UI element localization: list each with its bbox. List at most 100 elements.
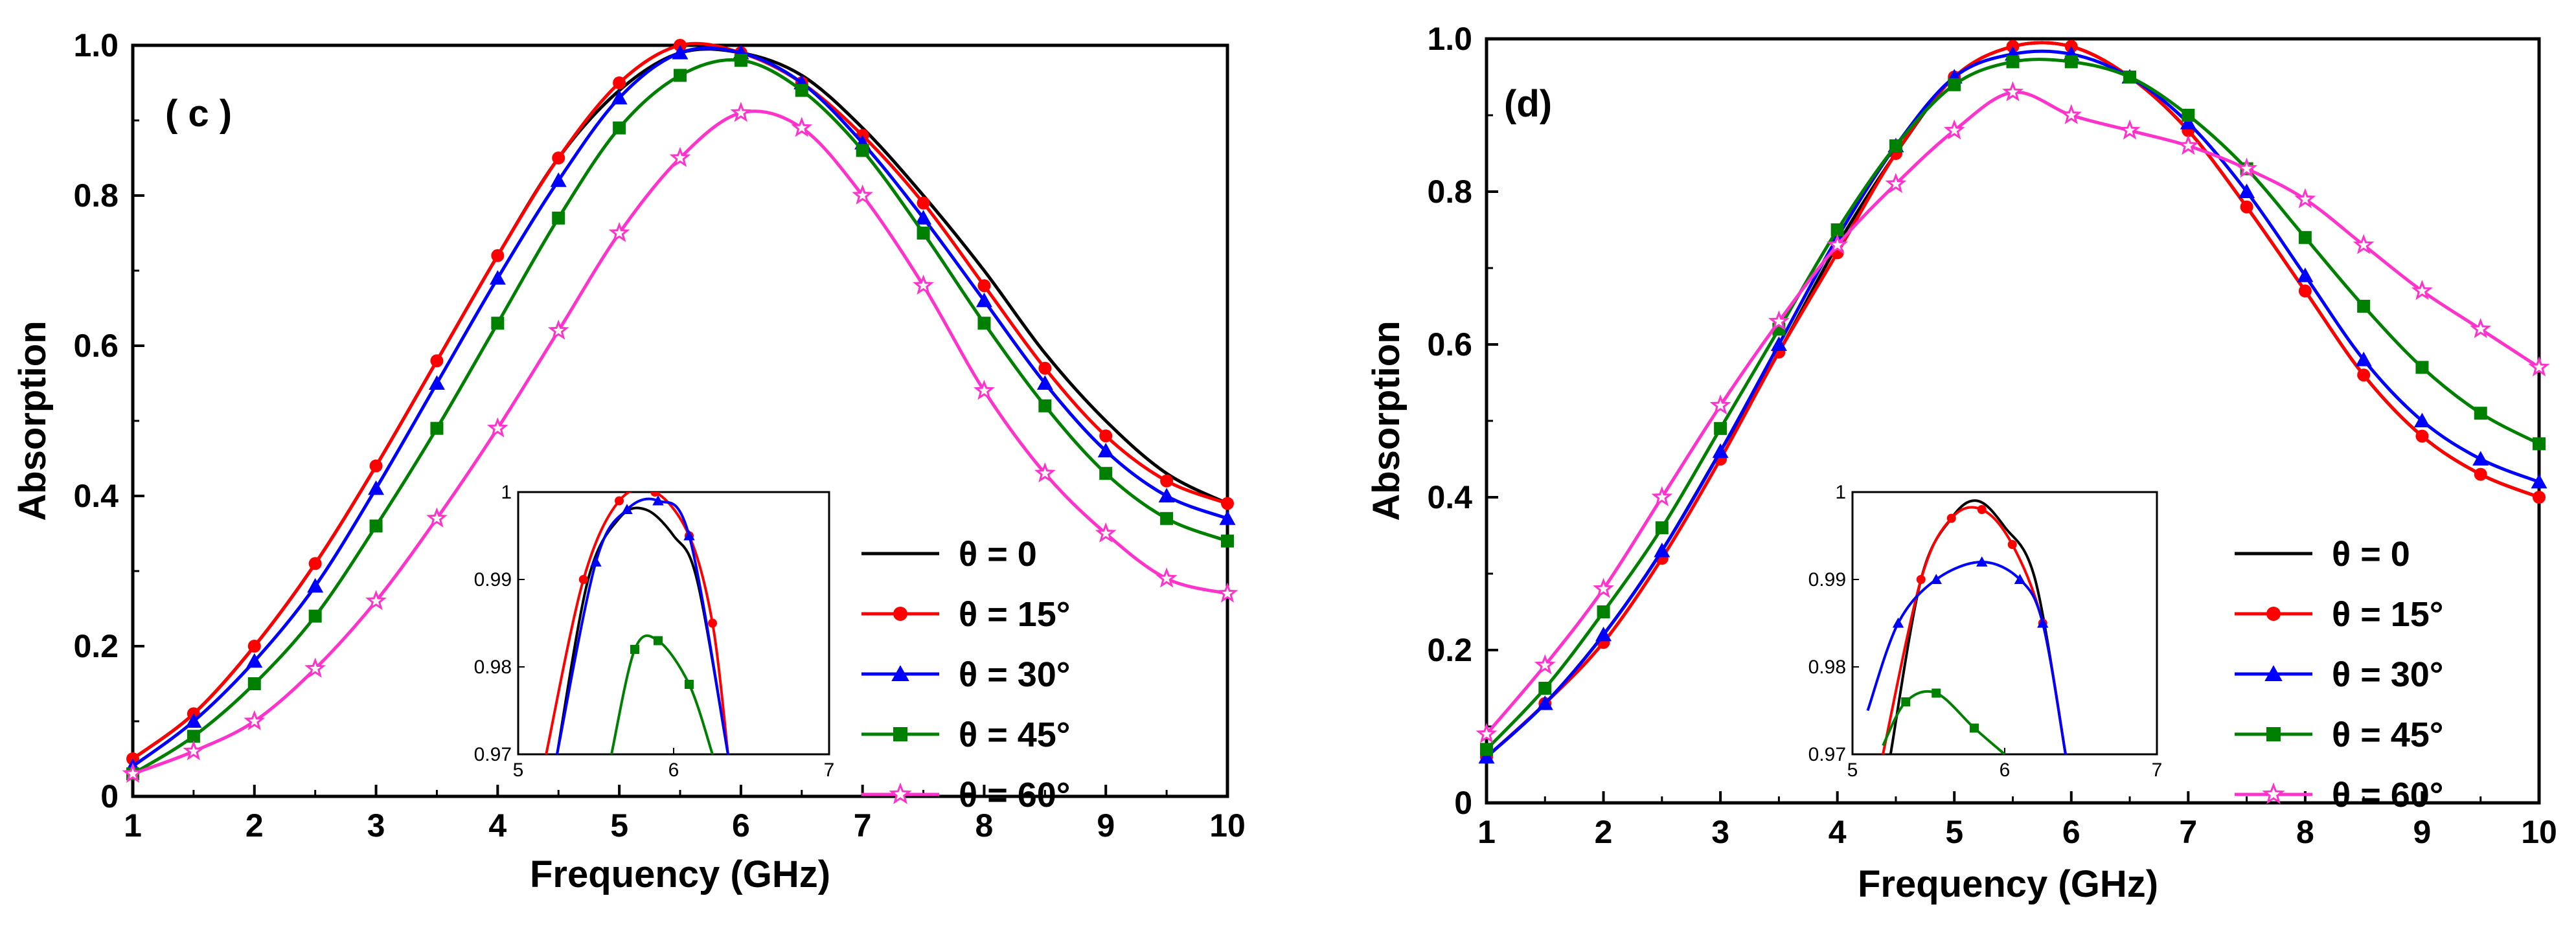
data-point: [1097, 442, 1114, 458]
x-tick-label: 10: [2521, 814, 2557, 850]
data-point: [486, 417, 508, 438]
legend-label: θ = 0: [2332, 535, 2410, 574]
data-point: [856, 144, 869, 157]
data-point: [1948, 78, 1961, 91]
legend-marker: [893, 727, 907, 741]
data-point: [611, 89, 628, 105]
inset-data-point: [578, 575, 588, 584]
data-point: [2415, 429, 2429, 443]
x-tick-label: 9: [2413, 814, 2432, 850]
inset-data-point: [1946, 513, 1956, 523]
inset-data-point: [708, 618, 717, 628]
inset-plot-area: [1866, 499, 2067, 754]
inset-data-point: [650, 492, 660, 497]
plot-area-d: 1 2 3 4 5 6 7 8 9 10 0 0.2 0.4 0.6 0.8 1.0: [1427, 21, 2557, 850]
inset-series-line-2: [556, 497, 729, 754]
data-point: [613, 76, 626, 89]
data-point: [1536, 695, 1553, 710]
series-line-4: [132, 109, 1228, 776]
legend-label: θ = 15°: [959, 595, 1070, 634]
data-point: [369, 459, 383, 473]
data-point: [2123, 71, 2137, 84]
inset-plot-area: [545, 492, 729, 754]
legend-c: θ = 0 θ = 15° θ = 30° θ = 45° θ = 60°: [861, 535, 1070, 815]
data-point: [2297, 267, 2314, 282]
data-point: [2182, 109, 2195, 122]
inset-y-tick-label: 0.98: [1808, 657, 1846, 678]
x-tick-label: 6: [2062, 814, 2080, 850]
data-point: [1534, 654, 1556, 675]
data-point: [1158, 488, 1175, 502]
inset-x-tick-label: 7: [2152, 759, 2163, 781]
data-point: [791, 117, 813, 137]
data-point: [1221, 534, 1234, 548]
x-tick-label: 6: [732, 807, 750, 844]
inset-data-point: [1977, 505, 1987, 514]
data-point: [1216, 582, 1238, 603]
data-point: [2180, 115, 2196, 129]
data-point: [613, 121, 626, 135]
data-point: [974, 379, 995, 400]
data-point: [2413, 412, 2430, 427]
x-tick-label: 8: [975, 807, 994, 844]
inset-y-tick-label: 0.99: [1808, 569, 1846, 590]
data-point: [1036, 375, 1053, 390]
y-tick-label: 0.4: [1427, 479, 1472, 515]
inset-series-line-0: [1889, 499, 2067, 754]
data-point: [369, 519, 383, 533]
data-point: [977, 279, 991, 293]
data-point: [975, 292, 992, 308]
data-point: [122, 762, 144, 783]
data-point: [2060, 104, 2082, 124]
data-point: [2474, 407, 2487, 420]
inset-data-point: [1892, 617, 1904, 628]
y-axis-title-c: Absorption: [12, 320, 54, 521]
data-point: [1038, 399, 1052, 412]
data-point: [185, 713, 202, 728]
data-point: [917, 196, 930, 210]
data-point: [2528, 356, 2550, 377]
plot-area-c: 1 2 3 4 5 6 7 8 9 10 0 0.2 0.4 0.6 0.8 1.0: [73, 27, 1245, 844]
x-tick-label: 4: [488, 807, 507, 844]
inset-c: 5 6 7 0.97 0.98 0.99 1: [474, 482, 835, 781]
data-point: [489, 270, 506, 285]
data-point: [304, 657, 326, 678]
y-tick-label: 1.0: [1427, 21, 1472, 57]
data-point: [852, 184, 874, 205]
inset-x-tick-label: 5: [1847, 759, 1858, 781]
legend-label: θ = 60°: [959, 776, 1070, 815]
data-point: [2415, 361, 2429, 374]
data-point: [1830, 223, 1844, 236]
x-tick-label: 2: [245, 807, 264, 844]
inset-data-point: [1932, 688, 1941, 698]
data-point: [2474, 467, 2487, 481]
data-point: [247, 640, 261, 653]
data-point: [1889, 139, 1902, 153]
y-tick-label: 0.4: [73, 478, 119, 514]
legend-label: θ = 45°: [2332, 715, 2443, 754]
inset-series-line-1: [545, 492, 729, 754]
panel-label-c: ( c ): [165, 93, 232, 135]
inset-y-tick-label: 0.99: [474, 569, 512, 590]
legend-label: θ = 30°: [959, 655, 1070, 694]
data-point: [430, 354, 444, 368]
data-point: [365, 590, 387, 611]
legend-marker: [891, 665, 909, 681]
data-point: [246, 653, 263, 668]
data-point: [2533, 437, 2546, 451]
data-point: [1597, 605, 1610, 618]
inset-x-tick-label: 6: [2000, 759, 2011, 781]
inset-data-point: [621, 504, 633, 514]
data-point: [1034, 462, 1056, 483]
data-point: [1768, 310, 1790, 331]
x-tick-label: 1: [124, 807, 142, 844]
x-tick-label: 7: [2179, 814, 2197, 850]
x-tick-label: 7: [854, 807, 872, 844]
inset-data-point: [1976, 556, 1988, 567]
inset-data-point: [2014, 574, 2026, 584]
data-point: [734, 54, 747, 67]
x-axis-title-c: Frequency (GHz): [530, 853, 830, 895]
legend-label: θ = 30°: [2332, 655, 2443, 694]
inset-frame: [1851, 491, 2158, 756]
data-point: [608, 221, 630, 242]
